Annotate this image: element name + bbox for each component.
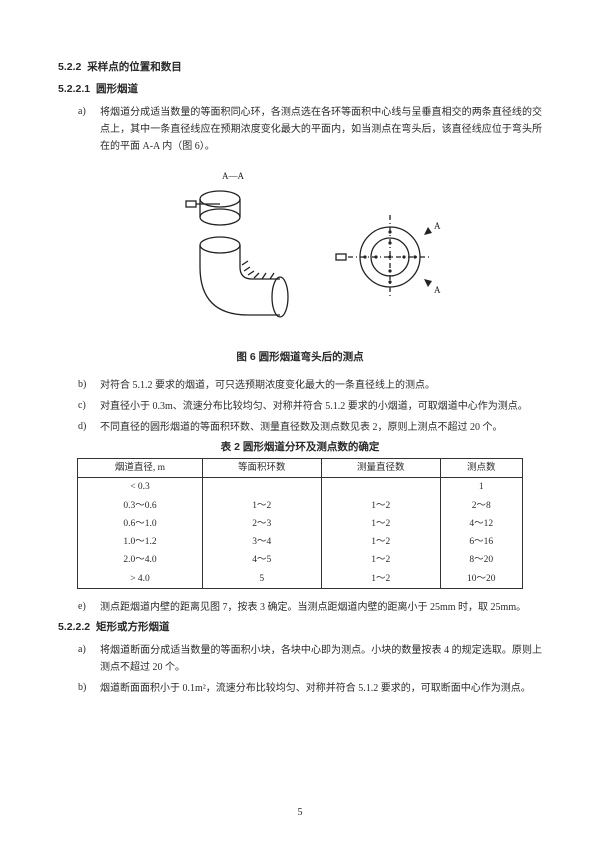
table-cell: 1～2	[321, 533, 440, 551]
table-cell: 4～12	[440, 515, 522, 533]
list-text: 对直径小于 0.3m、流速分布比较均匀、对称并符合 5.1.2 要求的小烟道，可…	[100, 398, 542, 415]
heading-5-2-2-2: 5.2.2.2 矩形或方形烟道	[58, 620, 542, 636]
figure-6: A—A	[58, 167, 542, 342]
table-header: 等面积环数	[202, 459, 321, 478]
svg-text:A: A	[434, 285, 441, 295]
list-item-b-5222: b) 烟道断面面积小于 0.1m²，流速分布比较均匀、对称并符合 5.1.2 要…	[58, 680, 542, 697]
table-2-caption: 表 2 圆形烟道分环及测点数的确定	[58, 440, 542, 456]
table-header: 测量直径数	[321, 459, 440, 478]
table-cell: 0.3～0.6	[78, 497, 202, 515]
list-item-a-5221: a) 将烟道分成适当数量的等面积同心环，各测点选在各环等面积中心线与呈垂直相交的…	[58, 104, 542, 155]
table-header-row: 烟道直径, m 等面积环数 测量直径数 测点数	[78, 459, 522, 478]
list-label: a)	[78, 642, 100, 676]
list-item-e-5221: e) 测点距烟道内壁的距离见图 7，按表 3 确定。当测点距烟道内壁的距离小于 …	[58, 599, 542, 616]
list-text: 将烟道断面分成适当数量的等面积小块，各块中心即为测点。小块的数量按表 4 的规定…	[100, 642, 542, 676]
list-text: 烟道断面面积小于 0.1m²，流速分布比较均匀、对称并符合 5.1.2 要求的，…	[100, 680, 542, 697]
list-text: 将烟道分成适当数量的等面积同心环，各测点选在各环等面积中心线与呈垂直相交的两条直…	[100, 104, 542, 155]
table-cell: 1～2	[321, 570, 440, 589]
list-label: b)	[78, 377, 100, 394]
list-item-b-5221: b) 对符合 5.1.2 要求的烟道，可只选预期浓度变化最大的一条直径线上的测点…	[58, 377, 542, 394]
table-header: 烟道直径, m	[78, 459, 202, 478]
list-label: c)	[78, 398, 100, 415]
list-label: d)	[78, 419, 100, 436]
list-label: e)	[78, 599, 100, 616]
table-cell: 2.0～4.0	[78, 551, 202, 569]
table-cell: 4～5	[202, 551, 321, 569]
list-text: 测点距烟道内壁的距离见图 7，按表 3 确定。当测点距烟道内壁的距离小于 25m…	[100, 599, 542, 616]
table-row: < 0.3 1	[78, 478, 522, 497]
table-cell: 10～20	[440, 570, 522, 589]
list-item-c-5221: c) 对直径小于 0.3m、流速分布比较均匀、对称并符合 5.1.2 要求的小烟…	[58, 398, 542, 415]
table-cell: 0.6～1.0	[78, 515, 202, 533]
table-cell: 1～2	[321, 497, 440, 515]
table-cell: 5	[202, 570, 321, 589]
heading-num: 5.2.2.1	[58, 83, 90, 95]
list-item-d-5221: d) 不同直径的圆形烟道的等面积环数、测量直径数及测点数见表 2，原则上测点不超…	[58, 419, 542, 436]
heading-5-2-2: 5.2.2 采样点的位置和数目	[58, 60, 542, 76]
table-row: 0.3～0.61～21～22～8	[78, 497, 522, 515]
list-label: a)	[78, 104, 100, 155]
figure-6-caption: 图 6 圆形烟道弯头后的测点	[58, 350, 542, 366]
list-text: 对符合 5.1.2 要求的烟道，可只选预期浓度变化最大的一条直径线上的测点。	[100, 377, 542, 394]
page-number: 5	[0, 805, 600, 820]
table-cell: < 0.3	[78, 478, 202, 497]
table-row: > 4.051～210～20	[78, 570, 522, 589]
figure-label-aa: A—A	[222, 171, 244, 181]
table-cell: 8～20	[440, 551, 522, 569]
heading-num: 5.2.2	[58, 61, 81, 73]
table-cell: 1～2	[321, 551, 440, 569]
table-row: 1.0～1.23～41～26～16	[78, 533, 522, 551]
table-2: 烟道直径, m 等面积环数 测量直径数 测点数 < 0.310.3～0.61～2…	[77, 458, 522, 589]
table-cell: 1	[440, 478, 522, 497]
table-cell	[202, 478, 321, 497]
figure-6-svg: A—A	[130, 167, 470, 337]
table-cell: 1.0～1.2	[78, 533, 202, 551]
table-cell: 6～16	[440, 533, 522, 551]
table-row: 0.6～1.02～31～24～12	[78, 515, 522, 533]
heading-num: 5.2.2.2	[58, 621, 90, 633]
table-row: 2.0～4.04～51～28～20	[78, 551, 522, 569]
list-label: b)	[78, 680, 100, 697]
table-cell: 2～3	[202, 515, 321, 533]
table-cell: 1～2	[321, 515, 440, 533]
table-cell: > 4.0	[78, 570, 202, 589]
table-cell: 3～4	[202, 533, 321, 551]
list-text: 不同直径的圆形烟道的等面积环数、测量直径数及测点数见表 2，原则上测点不超过 2…	[100, 419, 542, 436]
heading-title: 矩形或方形烟道	[96, 621, 170, 633]
table-header: 测点数	[440, 459, 522, 478]
list-item-a-5222: a) 将烟道断面分成适当数量的等面积小块，各块中心即为测点。小块的数量按表 4 …	[58, 642, 542, 676]
heading-title: 采样点的位置和数目	[87, 61, 182, 73]
heading-title: 圆形烟道	[96, 83, 138, 95]
table-cell: 2～8	[440, 497, 522, 515]
svg-text:A: A	[434, 221, 441, 231]
table-cell	[321, 478, 440, 497]
heading-5-2-2-1: 5.2.2.1 圆形烟道	[58, 82, 542, 98]
table-cell: 1～2	[202, 497, 321, 515]
